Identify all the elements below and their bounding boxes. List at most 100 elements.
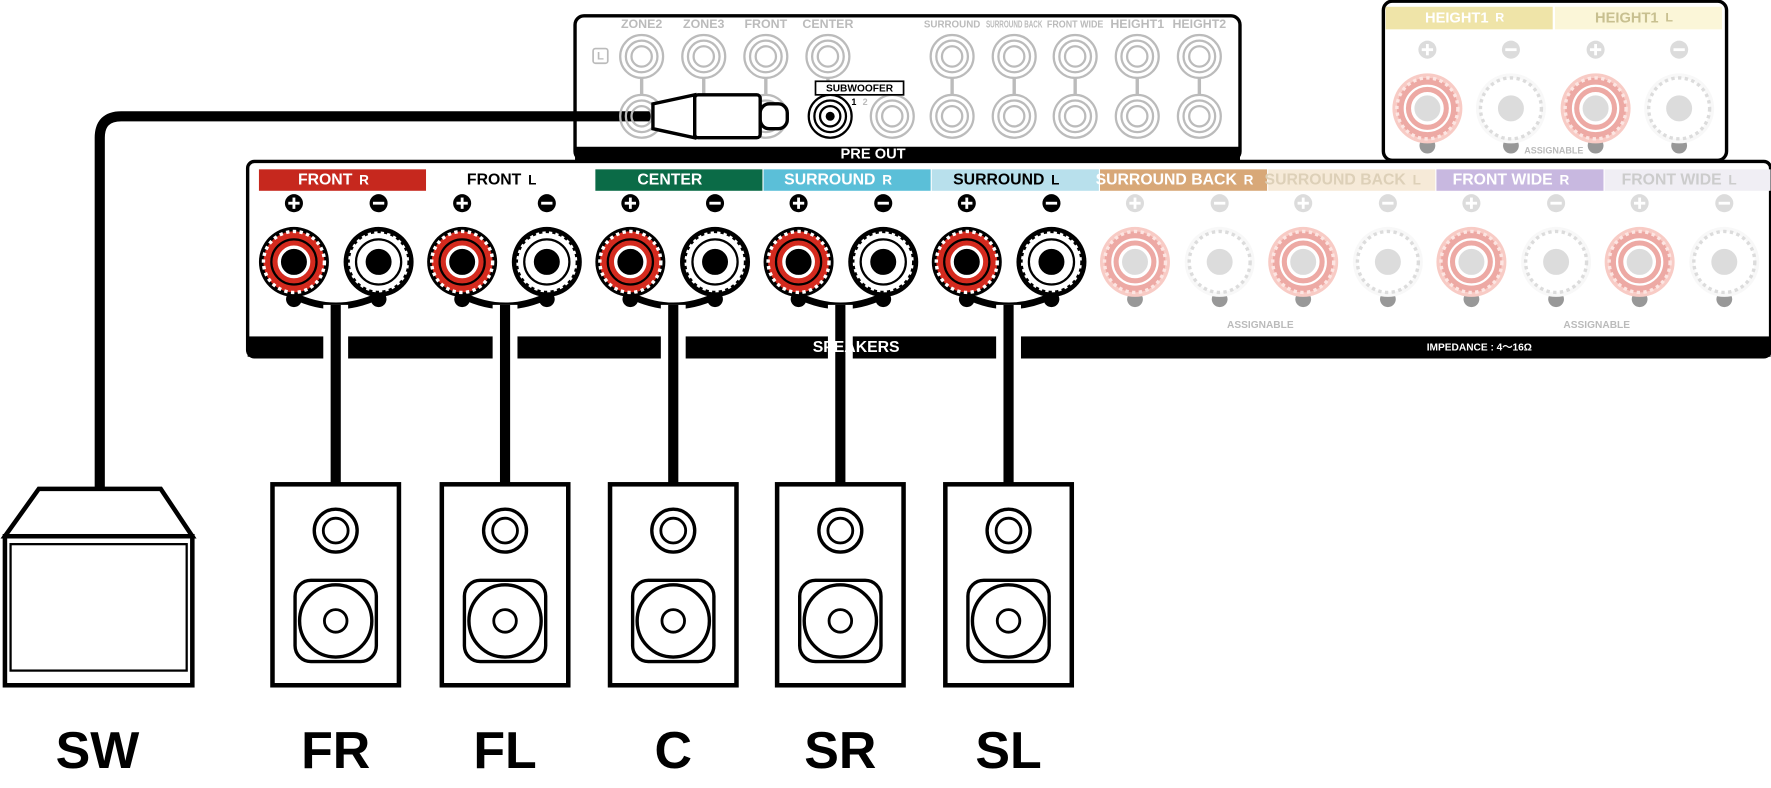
terminal-label: FRONT WIDE R [1453,172,1570,189]
sign-bg [1125,194,1145,213]
terminal-label: FRONT R [298,172,369,189]
plus-terminal [595,194,666,308]
terminal-hole [1411,92,1444,125]
jack-ring [1063,45,1087,68]
jack-ring [1063,104,1087,128]
terminal-outer [1436,226,1507,297]
terminal-ridge [1439,229,1504,295]
assignable-note: ASSIGNABLE [1227,320,1294,331]
terminal-shadow [1127,291,1143,308]
terminal-outer [1392,73,1463,144]
minus-terminal [1475,40,1546,154]
terminal-hole [1286,245,1320,279]
minus-terminal [1352,194,1423,308]
terminal-outer [1268,226,1339,297]
sign-bg [1715,194,1734,213]
impedance-label: IMPEDANCE : 4～16Ω [1427,342,1532,353]
terminal-outer [1521,226,1592,297]
terminal-outer [1099,226,1170,297]
terminal-ridge [1692,229,1757,295]
subwoofer-cable [94,111,692,489]
terminal-ridge [1607,229,1672,295]
terminal-label: FRONT WIDE L [1622,172,1737,189]
label-part: HEIGHT1 [1595,11,1659,27]
jack-ring [816,45,840,68]
terminal-label: SURROUND BACK L [1265,172,1421,189]
terminal-hole [1118,245,1152,279]
plus-terminal [931,194,1002,308]
terminal-ridge [1102,229,1168,295]
terminal-ring [1447,238,1496,286]
woofer-cap [660,608,686,634]
terminal-outer [1644,73,1715,144]
speaker [943,482,1075,688]
terminal-label: SURROUND L [953,172,1059,189]
terminal-ridge [1355,229,1421,295]
terminal-shadow [1503,137,1519,154]
speaker [270,482,402,688]
jack-ring [1125,45,1149,68]
height-label-bg [1554,6,1723,30]
terminal-shadow [1379,291,1396,308]
terminal-hole [530,245,564,279]
jack-ring [1120,39,1155,74]
speaker [774,482,906,688]
terminal-ring [1700,238,1749,286]
tweeter-dome [321,516,350,545]
terminal-ring [1111,238,1159,286]
terminal-ring [1571,84,1620,133]
label-part: L [1413,172,1421,187]
jack-ring [1002,45,1026,68]
terminal-shadow [1295,291,1312,308]
plus-terminal [763,194,834,308]
jack-ring [1188,45,1211,68]
terminal-outer [1475,73,1546,144]
label-part: HEIGHT1 [1425,11,1489,27]
terminal-hole [1707,245,1741,279]
woofer-cap [492,608,518,634]
terminal-outer [1352,226,1423,297]
label-part: SURROUND BACK [1265,172,1407,189]
terminal-ring [1364,238,1412,286]
label-part: L [528,172,536,187]
label-part: R [882,172,892,187]
terminal-label-bg [595,169,763,191]
terminal-shadow [1419,137,1436,154]
sign-bg [1462,194,1481,213]
label-part: FRONT [467,172,522,189]
terminal-outer [1184,226,1255,297]
plus-terminal [1268,194,1339,308]
subwoofer-label-box [814,80,905,96]
terminal-hole [1035,245,1068,279]
label-part: SURROUND [953,172,1044,189]
speaker-name: SR [804,722,876,780]
pre-out-channel: ZONE3 [683,17,724,31]
jack-ring [686,39,721,74]
side-letter: L [597,50,604,62]
terminal-label-bg [427,169,595,191]
terminal-ridge [1478,76,1544,141]
speaker-terminals: FRONT R FRONT L CENTER SURROUND R SURROUND L SURR… [258,169,1771,308]
minus-terminal [1644,40,1715,154]
terminal-label-bg [1268,169,1436,191]
jack-ring [1188,104,1211,128]
sign-bg [1210,194,1229,213]
terminal-ridge [1271,229,1336,295]
jack-ring [940,45,964,68]
terminal-shadow [1548,291,1564,308]
terminal-label-bg [931,169,1099,191]
minus-terminal [1689,194,1760,308]
label-part: SURROUND BACK [1096,172,1238,189]
pre-out-channel: HEIGHT1 [1110,17,1164,31]
terminal-shadow [1463,291,1480,308]
label-part: CENTER [637,172,703,189]
subwoofer-box [0,486,197,688]
side-box [592,47,609,65]
tweeter-dome [994,516,1023,545]
terminal-outer [1689,226,1760,297]
terminal-ring [1655,84,1703,133]
terminal-hole [613,245,647,279]
speaker-name: SL [975,722,1041,780]
